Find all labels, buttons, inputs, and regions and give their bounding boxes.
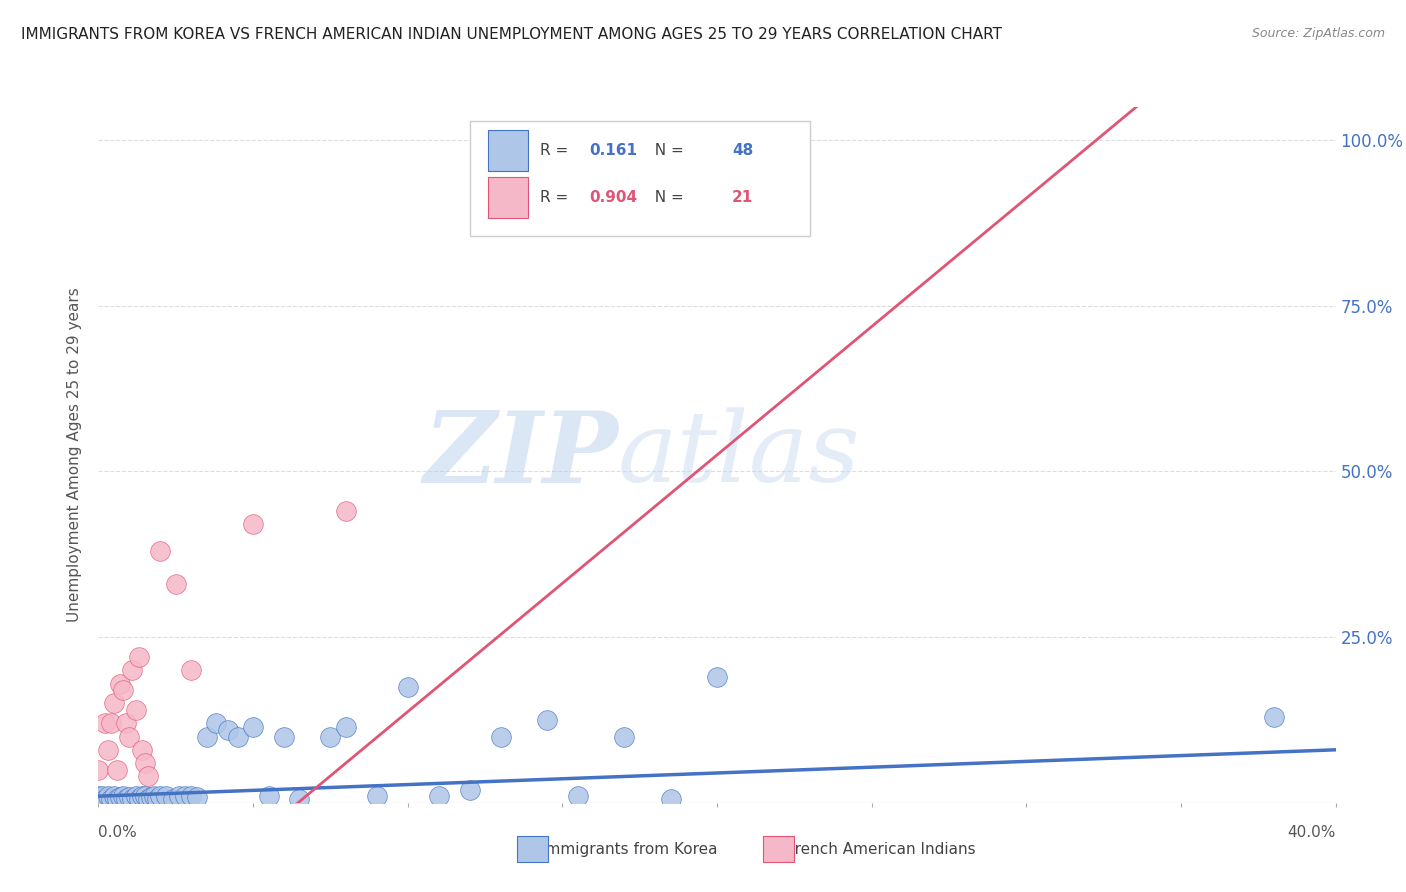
Point	[242, 517, 264, 532]
Point	[536, 713, 558, 727]
Point	[226, 730, 249, 744]
Point	[121, 792, 143, 806]
Point	[273, 730, 295, 744]
Text: IMMIGRANTS FROM KOREA VS FRENCH AMERICAN INDIAN UNEMPLOYMENT AMONG AGES 25 TO 29: IMMIGRANTS FROM KOREA VS FRENCH AMERICAN…	[21, 27, 1002, 42]
Text: atlas: atlas	[619, 408, 860, 502]
Point	[93, 792, 115, 806]
Point	[131, 789, 153, 804]
Text: 21: 21	[733, 190, 754, 205]
Point	[613, 730, 636, 744]
Point	[105, 763, 128, 777]
Point	[195, 730, 218, 744]
Point	[335, 504, 357, 518]
Point	[118, 730, 141, 744]
Text: 0.161: 0.161	[589, 144, 637, 159]
Point	[139, 790, 162, 805]
Point	[108, 676, 131, 690]
Point	[103, 789, 125, 804]
Text: 48: 48	[733, 144, 754, 159]
Text: ZIP: ZIP	[423, 407, 619, 503]
FancyBboxPatch shape	[488, 130, 527, 171]
Point	[93, 716, 115, 731]
Point	[242, 720, 264, 734]
Point	[149, 544, 172, 558]
Text: R =: R =	[540, 144, 574, 159]
Point	[128, 792, 150, 806]
Point	[427, 789, 450, 804]
Point	[180, 663, 202, 677]
Text: Immigrants from Korea: Immigrants from Korea	[541, 842, 718, 856]
Point	[165, 577, 187, 591]
Point	[100, 716, 122, 731]
Point	[319, 730, 342, 744]
Point	[97, 743, 120, 757]
Point	[149, 789, 172, 804]
Point	[124, 703, 146, 717]
Point	[706, 670, 728, 684]
Point	[124, 789, 146, 804]
Point	[115, 716, 138, 731]
Point	[103, 697, 125, 711]
Point	[186, 790, 208, 805]
Text: 40.0%: 40.0%	[1288, 825, 1336, 840]
Point	[174, 789, 197, 804]
Point	[167, 789, 190, 804]
Point	[115, 792, 138, 806]
Point	[217, 723, 239, 737]
Text: 0.0%: 0.0%	[98, 825, 138, 840]
Point	[90, 789, 112, 804]
Point	[659, 792, 682, 806]
Point	[458, 782, 481, 797]
Point	[205, 716, 228, 731]
Point	[87, 789, 110, 804]
Point	[105, 792, 128, 806]
Point	[146, 792, 169, 806]
Point	[288, 792, 311, 806]
Text: Source: ZipAtlas.com: Source: ZipAtlas.com	[1251, 27, 1385, 40]
Point	[121, 663, 143, 677]
Point	[180, 789, 202, 804]
Y-axis label: Unemployment Among Ages 25 to 29 years: Unemployment Among Ages 25 to 29 years	[67, 287, 83, 623]
Point	[97, 789, 120, 804]
Text: French American Indians: French American Indians	[787, 842, 976, 856]
Point	[335, 720, 357, 734]
Point	[134, 789, 156, 804]
Point	[112, 789, 135, 804]
Text: 0.904: 0.904	[589, 190, 638, 205]
Point	[100, 792, 122, 806]
Point	[567, 789, 589, 804]
Point	[396, 680, 419, 694]
Point	[131, 743, 153, 757]
Point	[128, 650, 150, 665]
Point	[1263, 709, 1285, 723]
Point	[257, 789, 280, 804]
Text: N =: N =	[645, 190, 689, 205]
Point	[155, 789, 177, 804]
FancyBboxPatch shape	[488, 177, 527, 218]
Text: N =: N =	[645, 144, 689, 159]
Point	[108, 790, 131, 805]
Point	[134, 756, 156, 770]
Point	[118, 790, 141, 805]
Text: R =: R =	[540, 190, 574, 205]
Point	[112, 683, 135, 698]
FancyBboxPatch shape	[470, 121, 810, 235]
Point	[136, 792, 159, 806]
Point	[87, 763, 110, 777]
Point	[143, 789, 166, 804]
Point	[136, 769, 159, 783]
Point	[366, 789, 388, 804]
Point	[162, 792, 184, 806]
FancyBboxPatch shape	[763, 837, 794, 862]
Point	[489, 730, 512, 744]
FancyBboxPatch shape	[517, 837, 548, 862]
